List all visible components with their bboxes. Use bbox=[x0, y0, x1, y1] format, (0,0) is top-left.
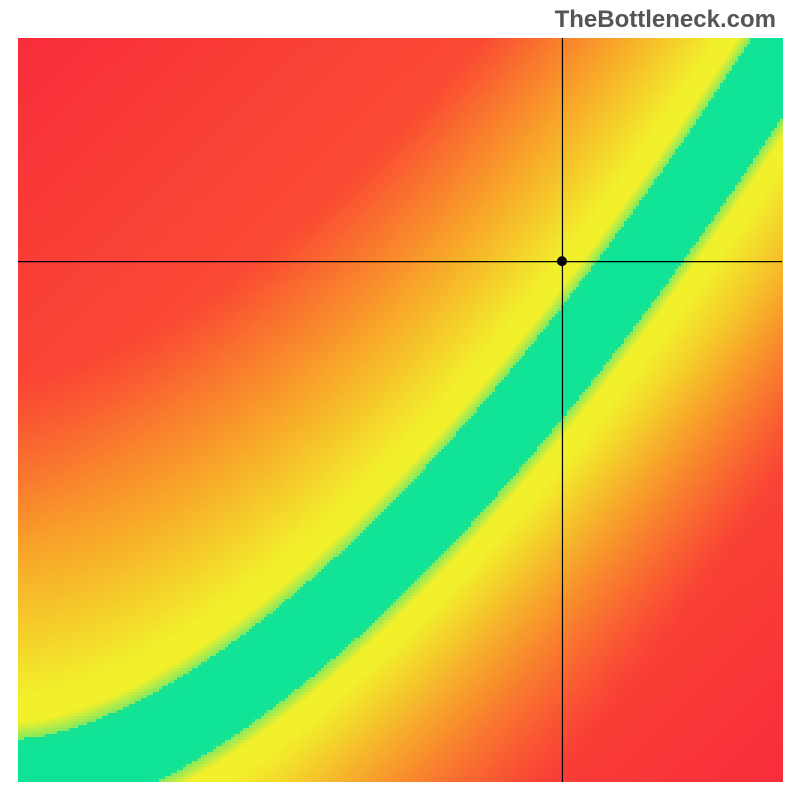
bottleneck-heatmap-chart: TheBottleneck.com bbox=[0, 0, 800, 800]
watermark-label: TheBottleneck.com bbox=[555, 6, 776, 34]
heatmap-canvas bbox=[0, 0, 800, 800]
